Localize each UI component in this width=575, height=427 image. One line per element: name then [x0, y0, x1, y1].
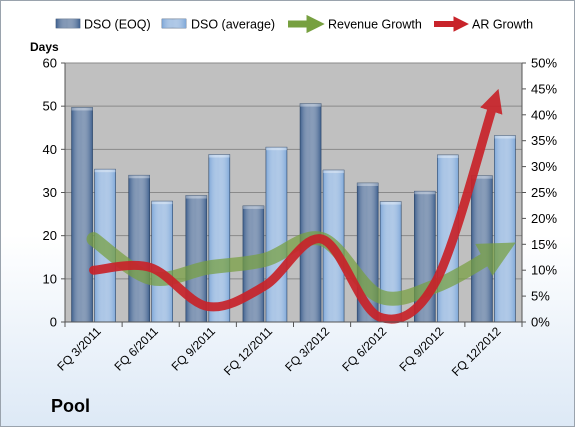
- bar-cap: [71, 107, 93, 111]
- x-tick-label: FQ 12/2011: [221, 324, 275, 378]
- bar-cap: [414, 191, 436, 195]
- y2-tick-label: 5%: [531, 289, 550, 304]
- bars: [71, 103, 516, 323]
- y2-tick-label: 45%: [531, 81, 557, 96]
- legend-label: Revenue Growth: [328, 18, 422, 32]
- legend-label: DSO (EOQ): [84, 18, 151, 32]
- legend-label: DSO (average): [191, 18, 275, 32]
- ar-growth-line: [89, 88, 503, 324]
- bar-cap: [151, 201, 173, 205]
- legend: DSO (EOQ) DSO (average) Revenue Growth AR G…: [55, 14, 533, 34]
- y-tick-label: 50: [43, 99, 57, 114]
- bar-shade: [494, 135, 516, 323]
- bar-shade: [151, 200, 173, 323]
- legend-swatch-shade: [56, 19, 80, 28]
- bar-cap: [208, 154, 230, 158]
- bar-shade: [471, 175, 493, 323]
- bar-cap: [94, 169, 116, 173]
- bar-cap: [357, 183, 379, 187]
- x-tick-label: FQ 3/2012: [282, 324, 332, 374]
- chart-title: Pool: [51, 396, 90, 416]
- x-tick-label: FQ 6/2011: [111, 324, 161, 374]
- bar-cap: [471, 175, 493, 179]
- y2-tick-label: 20%: [531, 211, 557, 226]
- bar-shade: [71, 107, 93, 323]
- y2-tick-label: 15%: [531, 237, 557, 252]
- bar-cap: [242, 205, 264, 209]
- y2-tick-label: 40%: [531, 107, 557, 122]
- x-tick-label: FQ 6/2012: [339, 324, 389, 374]
- bar-cap: [494, 135, 516, 139]
- bar-cap: [437, 154, 459, 158]
- bar-shade: [265, 146, 288, 323]
- x-tick-label: FQ 12/2012: [449, 324, 504, 379]
- y2-tick-label: 30%: [531, 159, 557, 174]
- x-tick-label: FQ 9/2011: [169, 324, 219, 374]
- bar-shade: [128, 174, 150, 323]
- y-tick-label: 20: [43, 228, 57, 243]
- bar-cap: [265, 147, 287, 151]
- y-tick-label: 60: [43, 56, 57, 71]
- bar-shade: [208, 154, 231, 323]
- y2-tick-label: 25%: [531, 185, 557, 200]
- y2-tick-label: 50%: [531, 56, 557, 71]
- bar-cap: [300, 103, 322, 107]
- y2-tick-label: 35%: [531, 133, 557, 148]
- y2-tick-label: 10%: [531, 263, 557, 278]
- y-tick-label: 10: [43, 271, 57, 286]
- x-tick-label: FQ 3/2011: [54, 324, 104, 374]
- growth-lines: [86, 88, 516, 324]
- bar-cap: [128, 175, 150, 179]
- x-tick-label: FQ 9/2012: [396, 324, 446, 374]
- bar-shade: [299, 103, 322, 323]
- y-tick-label: 0: [50, 315, 57, 330]
- legend-label: AR Growth: [472, 18, 533, 32]
- legend-swatch-shade: [162, 19, 186, 28]
- bar-cap: [380, 201, 402, 205]
- bar-cap: [185, 195, 207, 199]
- bar-cap: [323, 170, 345, 174]
- y-tick-label: 40: [43, 142, 57, 157]
- y-tick-label: 30: [43, 185, 57, 200]
- y2-tick-label: 0%: [531, 315, 550, 330]
- y-axis-label: Days: [30, 40, 59, 54]
